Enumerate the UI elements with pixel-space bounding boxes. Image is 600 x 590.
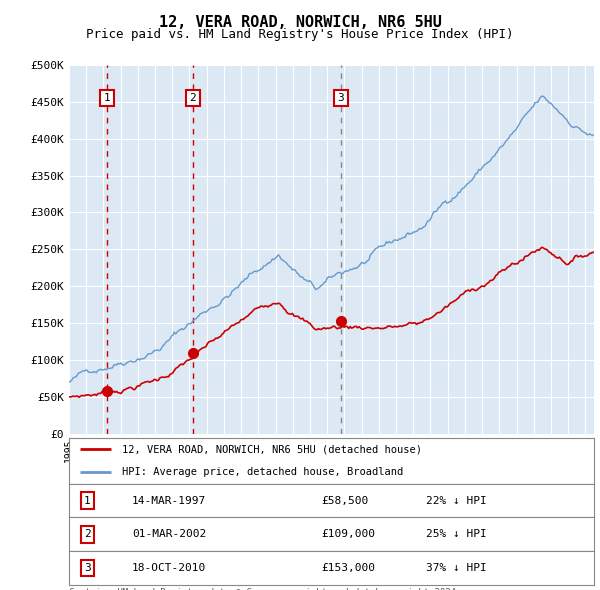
Text: £109,000: £109,000 <box>321 529 375 539</box>
Text: 3: 3 <box>84 563 91 573</box>
Text: 2: 2 <box>190 93 196 103</box>
Text: 1: 1 <box>103 93 110 103</box>
Text: 18-OCT-2010: 18-OCT-2010 <box>132 563 206 573</box>
Text: HPI: Average price, detached house, Broadland: HPI: Average price, detached house, Broa… <box>121 467 403 477</box>
Text: 12, VERA ROAD, NORWICH, NR6 5HU: 12, VERA ROAD, NORWICH, NR6 5HU <box>158 15 442 30</box>
Text: £153,000: £153,000 <box>321 563 375 573</box>
Text: 01-MAR-2002: 01-MAR-2002 <box>132 529 206 539</box>
Text: 25% ↓ HPI: 25% ↓ HPI <box>426 529 487 539</box>
Text: 3: 3 <box>338 93 344 103</box>
Text: £58,500: £58,500 <box>321 496 368 506</box>
Text: 12, VERA ROAD, NORWICH, NR6 5HU (detached house): 12, VERA ROAD, NORWICH, NR6 5HU (detache… <box>121 444 421 454</box>
Text: 22% ↓ HPI: 22% ↓ HPI <box>426 496 487 506</box>
Text: 1: 1 <box>84 496 91 506</box>
Text: Contains HM Land Registry data © Crown copyright and database right 2024.
This d: Contains HM Land Registry data © Crown c… <box>69 588 461 590</box>
Text: 2: 2 <box>84 529 91 539</box>
Text: 37% ↓ HPI: 37% ↓ HPI <box>426 563 487 573</box>
Text: Price paid vs. HM Land Registry's House Price Index (HPI): Price paid vs. HM Land Registry's House … <box>86 28 514 41</box>
Text: 14-MAR-1997: 14-MAR-1997 <box>132 496 206 506</box>
